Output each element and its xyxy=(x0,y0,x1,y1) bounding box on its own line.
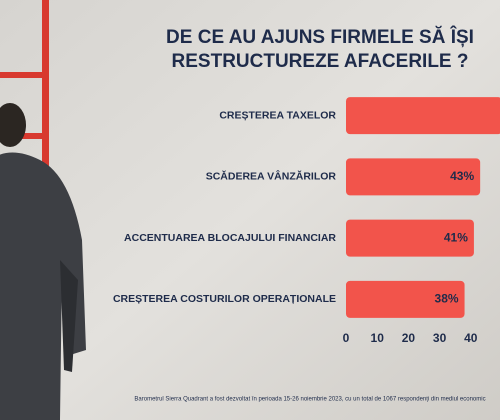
x-tick-label: 0 xyxy=(343,331,350,345)
category-label: CREȘTEREA COSTURILOR OPERAȚIONALE xyxy=(113,293,336,305)
data-label: 38% xyxy=(435,292,459,306)
bar xyxy=(346,158,481,196)
bar xyxy=(346,97,500,135)
man-silhouette xyxy=(0,103,86,420)
data-label: 43% xyxy=(450,169,474,183)
x-tick-label: 30 xyxy=(433,331,447,345)
chart-title: DE CE AU AJUNS FIRMELE SĂ ÎȘI xyxy=(166,26,474,48)
bar xyxy=(346,280,465,318)
category-label: CREȘTEREA TAXELOR xyxy=(219,109,336,121)
footnote: Barometrul Sierra Quadrant a fost dezvol… xyxy=(134,397,485,403)
x-tick-label: 10 xyxy=(371,331,385,345)
x-tick-label: 20 xyxy=(402,331,416,345)
category-label: ACCENTUAREA BLOCAJULUI FINANCIAR xyxy=(124,232,336,244)
category-label: SCĂDEREA VÂNZĂRILOR xyxy=(206,170,337,183)
x-tick-label: 40 xyxy=(464,331,478,345)
chart-title: RESTRUCTUREZE AFACERILE ? xyxy=(172,51,469,72)
data-label: 41% xyxy=(444,230,468,244)
bar xyxy=(346,219,474,257)
